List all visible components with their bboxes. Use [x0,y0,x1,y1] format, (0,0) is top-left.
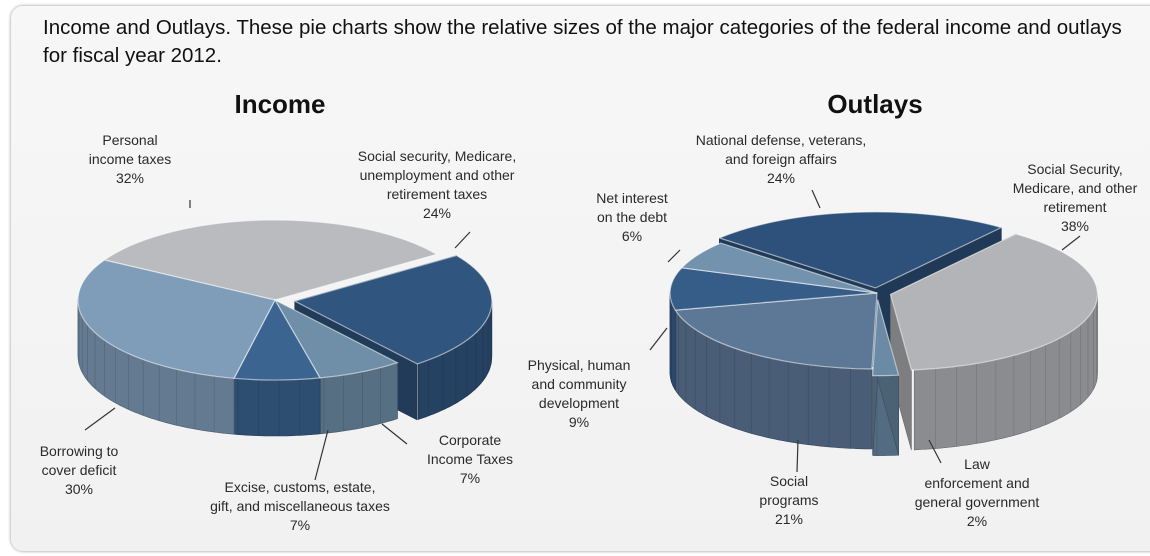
income-leader-line [314,429,329,481]
income-slice-label: Borrowing to cover deficit 30% [40,443,119,497]
outlays-leader-line [649,327,668,351]
outlays-slice-label-line: 24% [767,170,795,186]
outlays-slice-label-line: 38% [1061,218,1089,234]
outlays-slice-label-line: 21% [775,511,803,527]
income-slice-label-line: Personal [102,132,157,148]
outlays-slice-label: Net interest on the debt 6% [596,190,668,244]
outlays-slice-5 [680,242,878,294]
income-slice-label-line: 7% [290,517,310,533]
outlays-slice-label-line: Medicare, and other [1013,180,1138,196]
outlays-slice-label-line: Social Security, [1027,161,1122,177]
outlays-slice-1 [889,233,1099,371]
outlays-slice-label-line: on the debt [597,209,667,225]
income-leader-line [454,231,471,249]
outlays-leader-line [667,249,681,263]
income-slice-label-line: 32% [116,170,144,186]
income-slice-label-line: 30% [65,481,93,497]
figure-caption: Income and Outlays. These pie charts sho… [43,16,1122,67]
income-slice-label-line: Social security, Medicare, [358,148,516,164]
outlays-slice-label: Physical, human and community development 9… [528,357,631,430]
income-slice-label: Corporate Income Taxes 7% [427,432,513,486]
income-slice-label-line: unemployment and other [360,167,515,183]
income-pie: Personal income taxes 32% Social security, … [40,132,517,533]
income-slice-label-line: cover deficit [42,462,117,478]
income-slice-label: Excise, customs, estate, gift, and miscel… [210,479,390,533]
income-slice-label-line: gift, and miscellaneous taxes [210,498,390,514]
outlays-slice-label-line: Net interest [596,190,668,206]
outlays-slice-label-line: general government [915,494,1040,510]
income-slice-label-line: retirement taxes [387,186,487,202]
income-slice-1 [293,254,493,365]
income-slice-label-line: 7% [460,470,480,486]
income-slice-label-line: Income Taxes [427,451,513,467]
outlays-slice-label-line: and foreign affairs [725,151,837,167]
outlays-leader-line [1061,235,1081,251]
outlays-leader-line [811,189,821,209]
income-slice-side [234,377,321,437]
outlays-slice-label-line: 2% [967,513,987,529]
income-slice-label: Personal income taxes 32% [89,132,171,186]
outlays-leader-line [796,439,799,473]
outlays-slice-2 [871,299,900,377]
outlays-slice-label-line: National defense, veterans, [696,132,866,148]
income-slice-label-line: Corporate [439,432,501,448]
outlays-slice-label-line: Law [964,456,991,472]
income-chart-title: Income [234,89,325,119]
outlays-leader-line [928,439,942,464]
outlays-slice-label-line: and community [532,376,627,392]
outlays-chart-title: Outlays [827,89,922,119]
outlays-slice-label: National defense, veterans, and foreign a… [696,132,866,186]
income-slice-4 [77,259,276,379]
outlays-slice-label-line: enforcement and [924,475,1029,491]
outlays-slice-label-line: retirement [1043,199,1106,215]
income-slice-0 [102,219,439,301]
income-slice-label-line: income taxes [89,151,171,167]
outlays-slice-label: Social programs 21% [759,473,818,527]
outlays-slice-label-line: development [539,395,619,411]
outlays-slice-4 [669,267,878,311]
outlays-pie: National defense, veterans, and foreign a… [528,132,1138,529]
income-slice-label-line: Borrowing to [40,443,119,459]
income-leader-line [84,407,116,431]
outlays-slice-label-line: programs [759,492,818,508]
outlays-slice-label-line: Physical, human [528,357,631,373]
income-slice-label: Social security, Medicare, unemployment a… [358,148,516,221]
income-leader-line [381,423,408,445]
outlays-slice-label-line: Social [770,473,808,489]
outlays-slice-label: Law enforcement and general government 2% [915,456,1040,529]
income-slice-label-line: Excise, customs, estate, [225,479,376,495]
outlays-slice-label: Social Security, Medicare, and other retir… [1013,161,1138,234]
outlays-slice-0 [717,211,1003,289]
outlays-slice-label-line: 6% [622,228,642,244]
outlays-slice-label-line: 9% [569,414,589,430]
outlays-slice-3 [674,292,878,370]
income-slice-label-line: 24% [423,205,451,221]
